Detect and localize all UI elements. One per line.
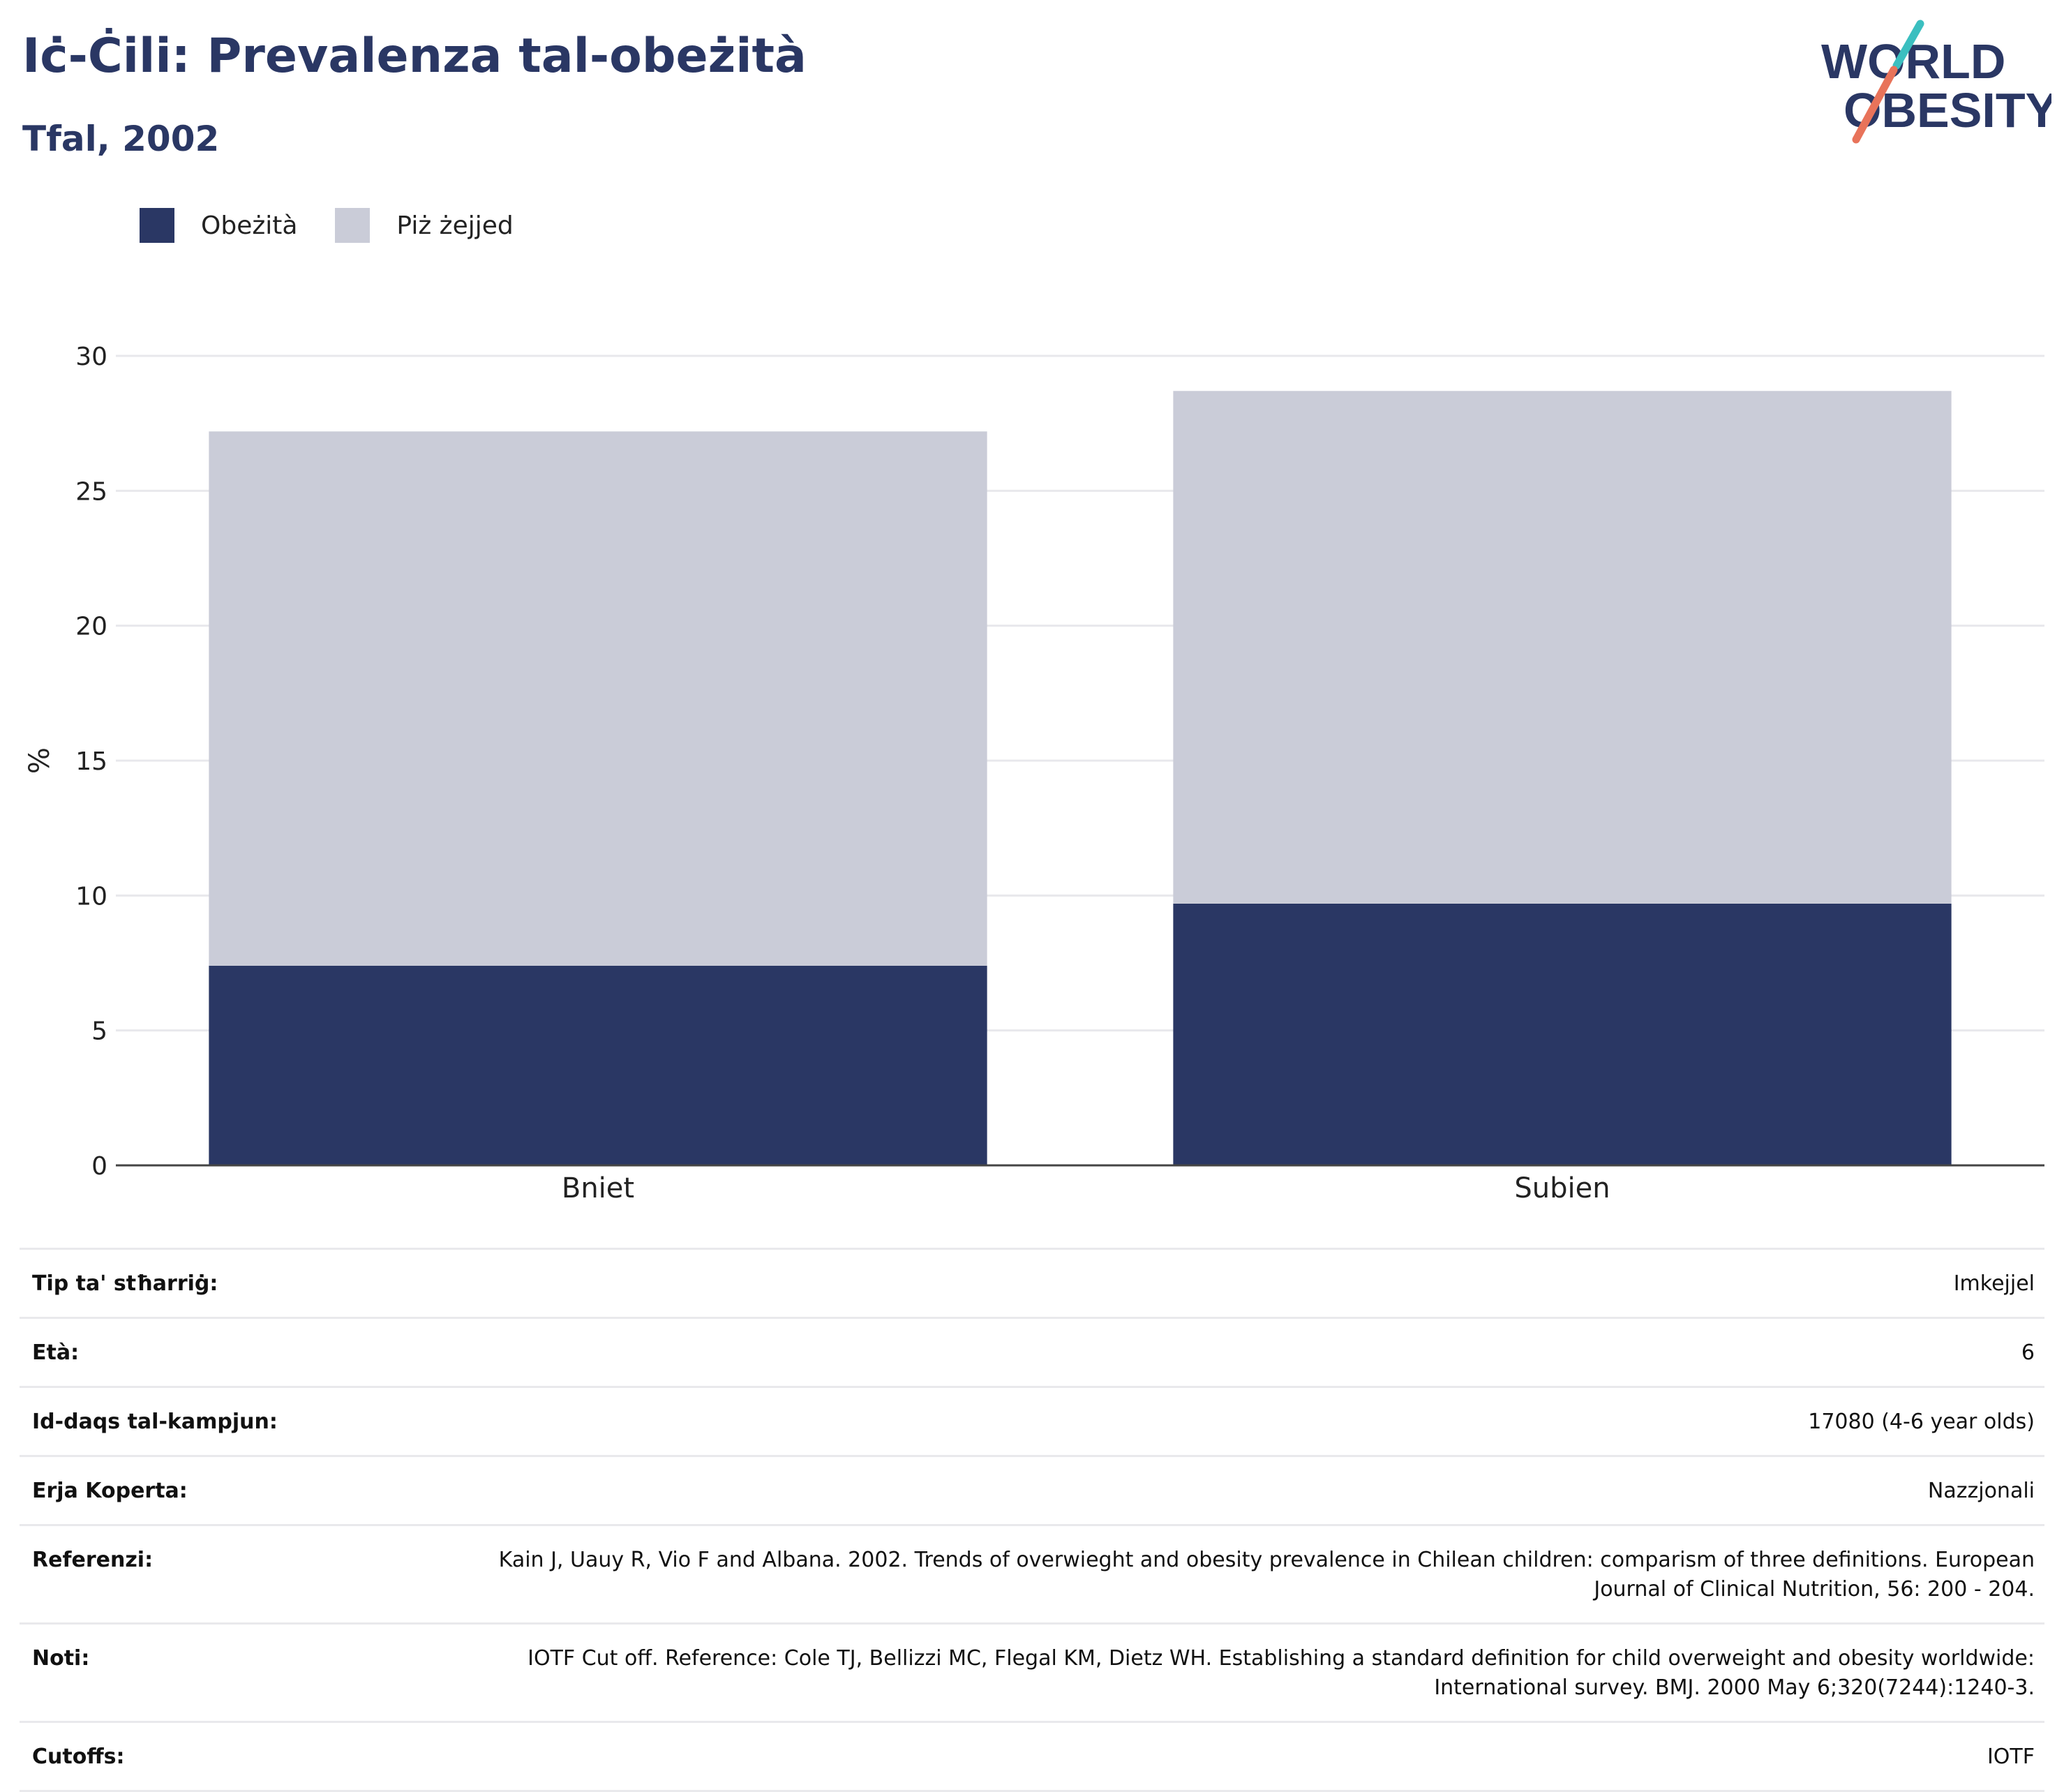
world-obesity-logo: WORLD OBESITY xyxy=(1821,20,2051,144)
info-value: IOTF xyxy=(433,1721,2044,1792)
info-value: 6 xyxy=(433,1317,2044,1387)
y-axis-label: % xyxy=(24,747,56,774)
y-tick-label: 25 xyxy=(75,477,107,506)
bar-obesity-0 xyxy=(209,965,987,1165)
y-tick-label: 20 xyxy=(75,613,107,641)
y-tick-label: 30 xyxy=(75,343,107,371)
info-label: Cutoffs: xyxy=(20,1721,433,1792)
info-label: Età: xyxy=(20,1317,433,1387)
survey-info-table: Tip ta' stħarriġ: Imkejjel Età: 6 Id-daq… xyxy=(20,1248,2044,1792)
info-value: 17080 (4-6 year olds) xyxy=(433,1386,2044,1456)
y-tick-label: 10 xyxy=(75,882,107,911)
table-row: Referenzi: Kain J, Uauy R, Vio F and Alb… xyxy=(20,1524,2044,1624)
info-label: Tip ta' stħarriġ: xyxy=(20,1248,433,1318)
page-title: Iċ-Ċili: Prevalenza tal-obeżità xyxy=(22,29,807,84)
y-tick-label: 5 xyxy=(91,1017,107,1046)
table-row: Id-daqs tal-kampjun: 17080 (4-6 year old… xyxy=(20,1386,2044,1456)
logo-teal-stroke xyxy=(1892,20,1924,70)
y-tick-label: 15 xyxy=(75,747,107,776)
x-tick-label: Bniet xyxy=(562,1172,634,1204)
table-row: Noti: IOTF Cut off. Reference: Cole TJ, … xyxy=(20,1622,2044,1722)
legend-item-obesity[interactable]: Obeżità xyxy=(140,208,297,243)
legend-item-overweight[interactable]: Piż żejjed xyxy=(335,208,514,243)
legend-label-obesity: Obeżità xyxy=(201,211,298,240)
legend-swatch-overweight xyxy=(335,208,371,243)
bar-overweight-1 xyxy=(1173,391,1952,904)
info-value: Kain J, Uauy R, Vio F and Albana. 2002. … xyxy=(433,1524,2044,1624)
bar-overweight-0 xyxy=(209,431,987,966)
bar-chart: 0 5 10 15 20 25 30% Bniet Subien xyxy=(24,343,2044,1204)
info-label: Noti: xyxy=(20,1622,433,1722)
legend-label-overweight: Piż żejjed xyxy=(396,211,514,240)
info-value: Nazzjonali xyxy=(433,1455,2044,1525)
table-row: Tip ta' stħarriġ: Imkejjel xyxy=(20,1248,2044,1318)
chart-legend: Obeżità Piż żejjed xyxy=(140,208,514,243)
x-tick-label: Subien xyxy=(1514,1172,1610,1204)
info-value: IOTF Cut off. Reference: Cole TJ, Belliz… xyxy=(433,1622,2044,1722)
table-row: Cutoffs: IOTF xyxy=(20,1721,2044,1792)
info-label: Erja Koperta: xyxy=(20,1455,433,1525)
legend-swatch-obesity xyxy=(140,208,174,243)
logo-coral-stroke xyxy=(1852,66,1898,144)
bar-obesity-1 xyxy=(1173,903,1952,1165)
page-subtitle: Tfal, 2002 xyxy=(22,119,220,159)
info-label: Id-daqs tal-kampjun: xyxy=(20,1386,433,1456)
table-row: Età: 6 xyxy=(20,1317,2044,1387)
info-value: Imkejjel xyxy=(433,1248,2044,1318)
info-label: Referenzi: xyxy=(20,1524,433,1624)
y-tick-label: 0 xyxy=(91,1152,107,1181)
table-row: Erja Koperta: Nazzjonali xyxy=(20,1455,2044,1525)
